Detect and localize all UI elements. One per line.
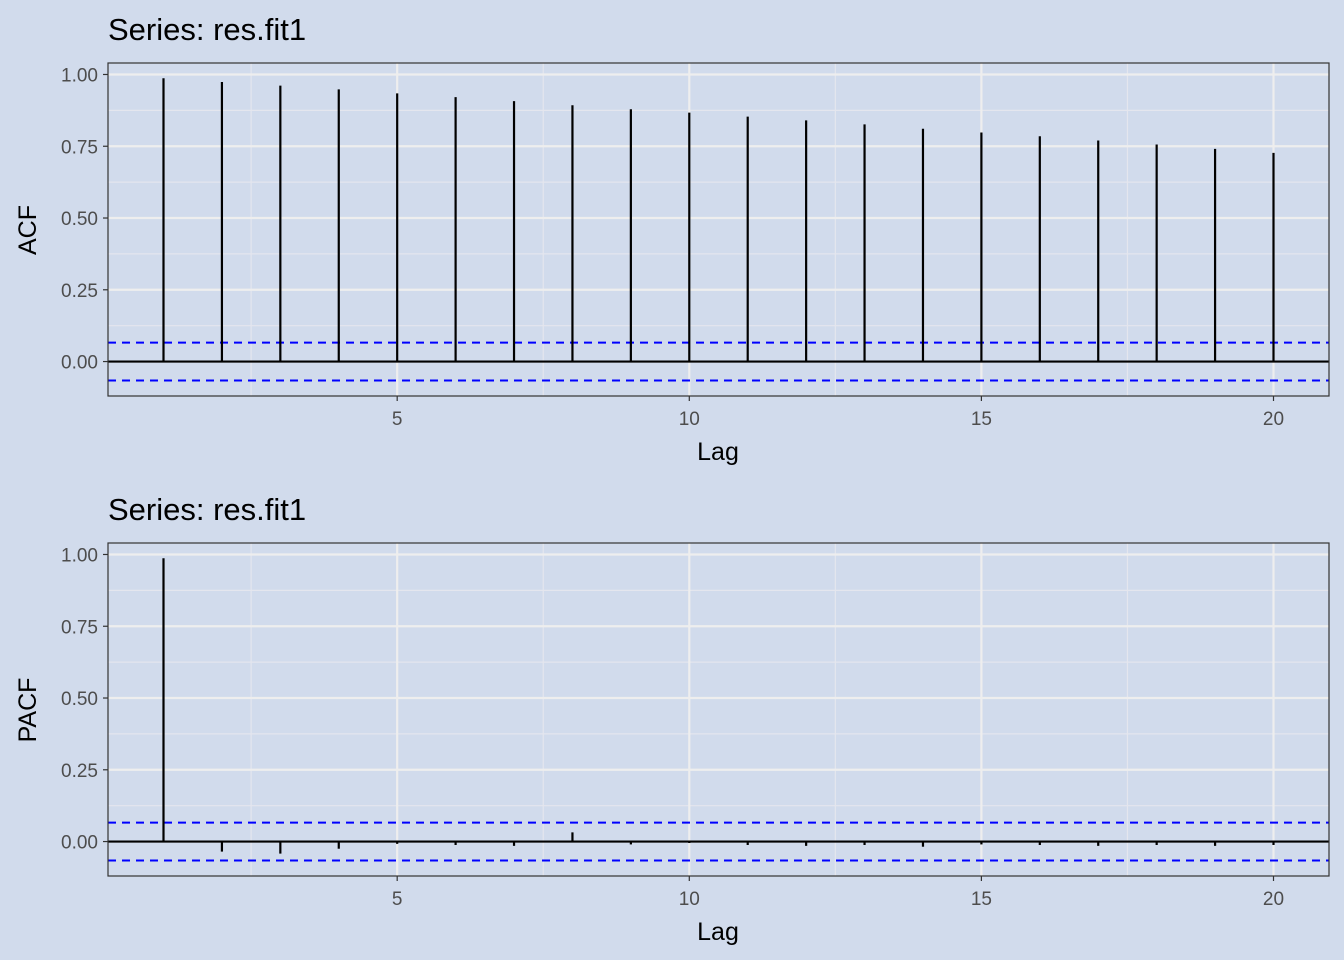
pacf-x-tick-label: 5 [392, 889, 403, 910]
acf-x-axis-label: Lag [697, 438, 739, 466]
pacf-y-axis-label: PACF [14, 678, 42, 743]
acf-y-tick-label: 0.50 [61, 209, 98, 230]
pacf-x-axis-label: Lag [697, 918, 739, 946]
acf-panel-border [107, 62, 1330, 397]
acf-y-ticks: 0.00 0.25 0.50 0.75 1.00 [61, 65, 108, 374]
acf-x-tick-label: 15 [971, 409, 992, 430]
acf-x-ticks: 5 10 15 20 [392, 396, 1284, 430]
pacf-y-tick-label: 0.00 [61, 833, 98, 854]
pacf-marks [108, 558, 1329, 862]
acf-y-tick-label: 0.25 [61, 281, 98, 302]
pacf-y-tick-label: 0.75 [61, 617, 98, 638]
acf-y-axis-label: ACF [14, 205, 42, 255]
acf-x-tick-label: 10 [679, 409, 700, 430]
pacf-x-ticks: 5 10 15 20 [392, 876, 1284, 910]
acf-panel: Series: res.fit1 0.00 0.25 0.50 0.75 1.00 5 1… [14, 12, 1330, 466]
pacf-x-tick-label: 15 [971, 889, 992, 910]
pacf-panel-border [107, 542, 1330, 877]
pacf-title: Series: res.fit1 [108, 492, 306, 527]
pacf-panel: Series: res.fit1 0.00 0.25 0.50 0.75 1.00 5 1… [14, 492, 1330, 946]
pacf-x-tick-label: 10 [679, 889, 700, 910]
acf-marks [108, 78, 1329, 382]
pacf-y-ticks: 0.00 0.25 0.50 0.75 1.00 [61, 545, 108, 854]
acf-title: Series: res.fit1 [108, 12, 306, 47]
pacf-y-tick-label: 0.25 [61, 761, 98, 782]
acf-y-tick-label: 1.00 [61, 65, 98, 86]
pacf-x-tick-label: 20 [1263, 889, 1284, 910]
acf-x-tick-label: 20 [1263, 409, 1284, 430]
acf-y-tick-label: 0.00 [61, 353, 98, 374]
pacf-y-tick-label: 0.50 [61, 689, 98, 710]
pacf-y-tick-label: 1.00 [61, 545, 98, 566]
acf-x-tick-label: 5 [392, 409, 403, 430]
acf-y-tick-label: 0.75 [61, 137, 98, 158]
